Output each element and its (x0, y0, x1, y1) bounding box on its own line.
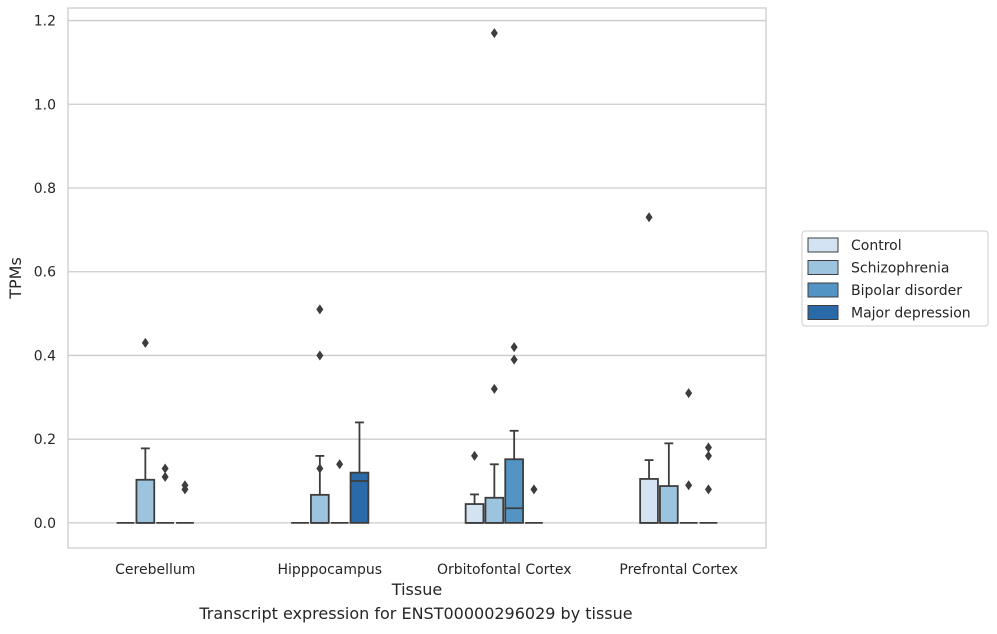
outlier-point (490, 383, 498, 394)
outlier-point (685, 388, 693, 399)
y-tick-label: 0.0 (34, 516, 56, 532)
y-tick-label: 0.8 (34, 181, 56, 197)
y-tick-label: 0.6 (34, 265, 56, 281)
x-tick-label: Orbitofontal Cortex (437, 562, 572, 578)
y-axis-label: TPMs (6, 257, 25, 300)
legend-label: Control (851, 238, 902, 254)
x-tick-labels: Cerebellum Hipppocampus Orbitofontal Corte… (115, 562, 738, 578)
legend-swatch (807, 282, 839, 298)
box-body (464, 503, 485, 524)
x-tick-label: Cerebellum (115, 562, 195, 578)
outlier-point (645, 212, 653, 223)
legend-swatch (807, 237, 839, 253)
outlier-point (510, 342, 518, 353)
outlier-point (704, 484, 712, 495)
legend-swatch (807, 305, 839, 320)
box-body (504, 458, 524, 524)
y-tick-label: 0.4 (34, 348, 56, 364)
outlier-point (530, 484, 538, 495)
legend-label: Schizophrenia (851, 261, 949, 277)
legend-frame (801, 230, 989, 327)
legend-swatch (807, 260, 839, 275)
box-body (349, 471, 370, 524)
box-body (484, 496, 505, 524)
box-major-depression (699, 442, 718, 524)
outlier-point (685, 480, 693, 491)
grid-lines (68, 19, 766, 524)
box-control (639, 212, 659, 524)
box-major-depression (176, 480, 194, 524)
outlier-point (141, 337, 149, 348)
box-bipolar-disorder (330, 459, 349, 524)
chart-caption: Transcript expression for ENST0000029602… (199, 604, 633, 623)
box-body (135, 478, 156, 524)
x-tick-label: Prefrontal Cortex (619, 562, 738, 578)
y-tick-label: 1.0 (34, 97, 56, 113)
box-bipolar-disorder (504, 342, 524, 524)
box-major-depression (349, 421, 370, 524)
y-tick-label: 1.2 (34, 14, 56, 30)
box-schizophrenia (659, 442, 679, 524)
x-tick-label: Hipppocampus (277, 562, 382, 578)
outlier-point (161, 463, 169, 474)
outlier-point (490, 28, 498, 39)
box-bipolar-disorder (679, 388, 698, 524)
y-tick-labels: 0.0 0.2 0.4 0.6 0.8 1.0 1.2 (34, 14, 56, 532)
legend-label: Major depression (851, 306, 971, 322)
box-bipolar-disorder (156, 463, 175, 524)
y-tick-label: 0.2 (34, 432, 56, 448)
box-series (116, 28, 718, 524)
box-major-depression (525, 484, 543, 524)
outlier-point (316, 350, 324, 361)
legend-label: Bipolar disorder (851, 283, 962, 299)
outlier-point (181, 480, 189, 491)
outlier-point (704, 450, 712, 461)
outlier-point (336, 459, 344, 470)
plot-frame (67, 7, 767, 549)
outlier-point (704, 442, 712, 453)
box-body (659, 485, 679, 524)
box-schizophrenia (484, 28, 505, 524)
outlier-point (471, 450, 479, 461)
box-body (310, 493, 330, 524)
box-schizophrenia (310, 304, 330, 524)
legend: Control Schizophrenia Bipolar disorder Majo… (801, 230, 989, 327)
outlier-point (316, 304, 324, 315)
box-control (464, 450, 485, 524)
box-schizophrenia (135, 337, 156, 524)
box-body (639, 478, 659, 524)
x-axis-label: Tissue (391, 580, 442, 599)
outlier-point (510, 354, 518, 365)
outlier-point (316, 463, 324, 474)
outlier-point (161, 471, 169, 482)
